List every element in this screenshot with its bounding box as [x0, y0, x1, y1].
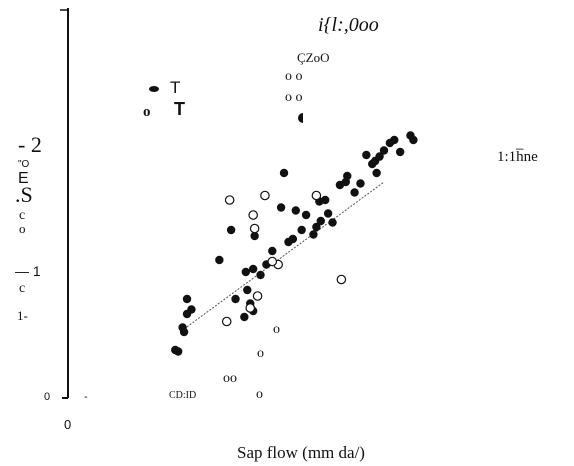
series-filled [171, 131, 418, 356]
stray-label-cdid: CD:ID [169, 390, 196, 401]
data-point-open-3 [245, 303, 256, 313]
data-point-filled-13 [250, 231, 259, 241]
data-point-filled-3 [178, 323, 187, 332]
y-label-frag-3: .S [15, 182, 33, 207]
data-point-filled-7 [215, 255, 224, 265]
legend-marker-filled [149, 86, 159, 92]
data-point-filled-11 [243, 285, 252, 295]
data-point-open-4 [252, 291, 263, 301]
data-point-open-6 [260, 190, 270, 201]
y-label-frag-8: 1- [17, 308, 28, 323]
data-point-filled-24 [301, 210, 311, 220]
x-axis-label: Sap flow (mm da/) [237, 443, 365, 462]
stray-label-o-3: o [256, 387, 263, 402]
data-point-open-9 [336, 274, 347, 285]
data-point-filled-36 [356, 179, 365, 188]
stray-label-czoo: ÇZoO [297, 50, 330, 65]
data-point-filled-41 [375, 152, 384, 161]
data-point-filled-17 [268, 246, 277, 256]
x-tick-label-dash: - [84, 391, 88, 403]
fit-line [183, 181, 385, 330]
series-open [221, 190, 347, 327]
data-point-filled-5 [187, 305, 196, 314]
y-label-frag-6: — 1 [15, 263, 41, 279]
data-point-filled-19 [279, 168, 289, 178]
data-point-filled-25 [309, 230, 318, 239]
data-point-filled-31 [328, 218, 337, 227]
data-point-filled-49 [240, 312, 249, 322]
data-point-filled-23 [297, 225, 306, 235]
data-point-filled-42 [379, 146, 389, 155]
stray-label-oo-bottom: oo [223, 371, 237, 386]
legend-label-filled: T [170, 78, 180, 97]
y-tick-label-0: 0 [44, 391, 50, 403]
stray-label-o-2: o [257, 346, 264, 361]
data-point-filled-39 [372, 168, 381, 178]
y-label-frag-7: c [19, 281, 25, 296]
y-label-frag-1: "O [18, 159, 30, 170]
legend-marker-open: o [143, 104, 151, 120]
legend-label-open: T [174, 99, 185, 119]
data-point-filled-6 [182, 294, 192, 304]
data-point-filled-18 [276, 203, 286, 212]
y-label-frag-2: E [18, 170, 29, 187]
data-point-filled-28 [316, 216, 325, 226]
data-point-open-8 [311, 190, 322, 201]
data-point-filled-34 [343, 171, 352, 181]
stray-label-o-1: o [273, 322, 280, 337]
data-point-filled-45 [395, 147, 405, 157]
data-point-open-10 [267, 256, 278, 267]
data-point-filled-21 [288, 234, 298, 244]
data-point-filled-22 [291, 206, 300, 215]
top-annotation: i{l:,0oo [318, 14, 379, 36]
data-point-filled-10 [241, 267, 251, 277]
y-axis-label: - 2 "O E .S c o — 1 c 1- [15, 132, 42, 323]
data-point-filled-9 [231, 294, 240, 304]
stray-label-oo-lower: o o [285, 90, 303, 105]
data-point-filled-44 [390, 135, 399, 145]
data-point-filled-8 [226, 225, 236, 235]
x-tick-label-0: 0 [64, 417, 71, 432]
data-point-filled-30 [323, 209, 333, 218]
data-point-filled-15 [256, 270, 265, 280]
data-point-filled-1 [174, 347, 183, 356]
legend: T o T [143, 78, 185, 120]
data-point-filled-35 [350, 188, 359, 197]
half-filled-marker [298, 113, 303, 123]
data-point-filled-14 [248, 264, 258, 274]
data-point-filled-37 [362, 150, 371, 160]
data-point-filled-29 [321, 195, 330, 205]
y-label-frag-4: c [19, 208, 25, 223]
data-point-filled-26 [312, 222, 321, 232]
data-point-open-5 [249, 223, 260, 234]
stray-label-oo-upper: o o [285, 69, 303, 84]
data-point-open-0 [224, 195, 235, 205]
data-point-open-1 [248, 210, 258, 220]
data-point-filled-47 [409, 135, 418, 145]
line-label: 1:1h̅ne [497, 149, 538, 165]
data-point-open-2 [221, 316, 232, 327]
y-label-frag-5: o [19, 221, 26, 236]
y-label-frag-0: - 2 [18, 132, 42, 157]
